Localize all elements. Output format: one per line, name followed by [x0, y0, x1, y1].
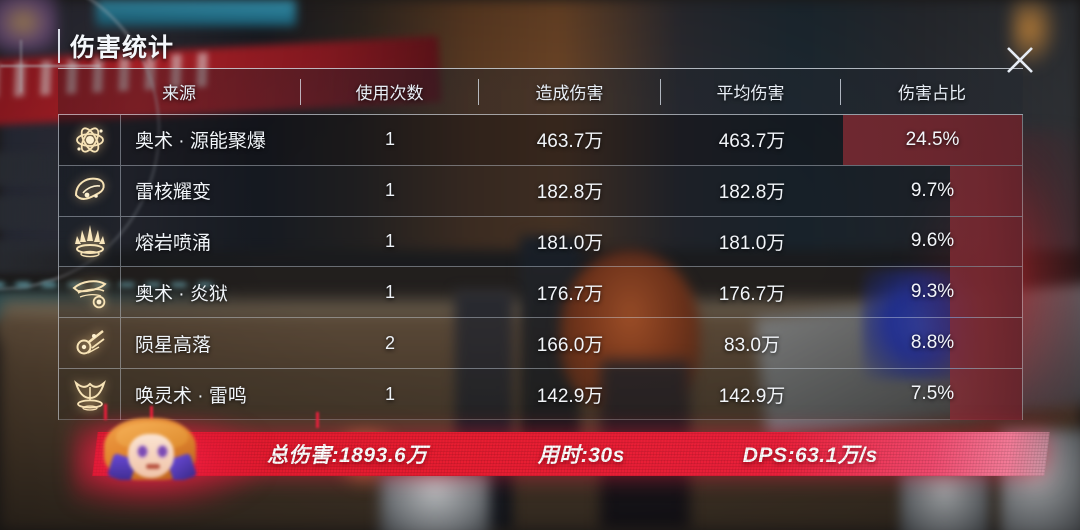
- total-damage: 181.0万: [536, 232, 604, 254]
- damage-share-cell: 24.5%: [843, 115, 1022, 165]
- avatar-eye-left: [138, 446, 147, 457]
- column-header-uses: 使用次数: [355, 84, 424, 103]
- average-damage: 182.8万: [718, 182, 786, 204]
- damage-share-value: 24.5%: [905, 128, 960, 150]
- decor-red-tick: [104, 404, 107, 420]
- damage-share-cell: 9.6%: [843, 216, 1022, 267]
- dps-summary: DPS:63.1万/s: [742, 444, 878, 467]
- damage-share-value: 7.5%: [910, 383, 955, 405]
- bg-neon-sign: [96, 0, 296, 26]
- table-row[interactable]: 陨星高落 2 166.0万 83.0万 8.8%: [59, 318, 1022, 369]
- decor-red-tick: [150, 406, 153, 422]
- use-count: 1: [384, 129, 395, 150]
- table-row[interactable]: 唤灵术 · 雷鸣 1 142.9万 142.9万 7.5%: [59, 368, 1022, 420]
- table-body: 奥术 · 源能聚爆 1 463.7万 463.7万 24.5%: [58, 115, 1023, 420]
- table-row[interactable]: 熔岩喷涌 1 181.0万 181.0万 9.6%: [59, 216, 1022, 268]
- spirit-thunder-icon: [70, 374, 110, 414]
- damage-statistics-panel: 伤害统计 来源 使用次数 造成伤害 平均伤害 伤害占比: [58, 26, 1023, 420]
- table-header-row: 来源 使用次数 造成伤害 平均伤害 伤害占比: [58, 68, 1023, 115]
- damage-share-cell: 9.3%: [843, 267, 1022, 318]
- skill-icon-cell: [59, 115, 121, 165]
- total-damage-summary: 总伤害:1893.6万: [267, 444, 428, 467]
- damage-share-bar: [950, 318, 1022, 368]
- total-damage: 463.7万: [536, 131, 604, 153]
- damage-share-value: 9.7%: [910, 179, 955, 201]
- bg-railing-top: [0, 282, 220, 288]
- skill-name: 熔岩喷涌: [135, 232, 212, 254]
- use-count: 1: [384, 281, 395, 302]
- close-icon: [1000, 40, 1040, 80]
- total-damage: 142.9万: [536, 385, 604, 407]
- meteor-fall-icon: [70, 323, 110, 363]
- skill-name: 雷核耀变: [135, 182, 212, 204]
- use-count: 1: [384, 383, 395, 404]
- skill-icon-cell: [59, 267, 121, 318]
- column-divider: [840, 78, 841, 105]
- decor-red-tick: [316, 412, 319, 428]
- average-damage: 83.0万: [724, 334, 780, 356]
- close-button[interactable]: [1000, 40, 1040, 80]
- skill-name: 陨星高落: [135, 334, 212, 356]
- panel-title-wrap: 伤害统计: [58, 26, 174, 66]
- bg-crosshair-vertical: [20, 40, 22, 92]
- damage-share-bar: [950, 368, 1022, 420]
- thunder-core-icon: [70, 171, 110, 211]
- table-row[interactable]: 奥术 · 源能聚爆 1 463.7万 463.7万 24.5%: [59, 115, 1022, 166]
- column-header-average-damage: 平均伤害: [716, 84, 785, 103]
- page-title: 伤害统计: [70, 34, 175, 62]
- skill-name: 唤灵术 · 雷鸣: [135, 385, 247, 407]
- total-damage: 166.0万: [536, 334, 604, 356]
- average-damage: 181.0万: [718, 232, 786, 254]
- use-count: 1: [384, 230, 395, 251]
- table-row[interactable]: 雷核耀变 1 182.8万 182.8万 9.7%: [59, 165, 1022, 217]
- lava-eruption-icon: [70, 221, 110, 261]
- skill-icon-cell: [59, 216, 121, 267]
- total-damage: 176.7万: [536, 283, 604, 305]
- avatar-mouth: [146, 464, 160, 469]
- damage-share-value: 9.6%: [910, 230, 955, 252]
- total-damage: 182.8万: [536, 182, 604, 204]
- average-damage: 142.9万: [718, 385, 786, 407]
- average-damage: 463.7万: [718, 131, 786, 153]
- skill-icon-cell: [59, 368, 121, 420]
- average-damage: 176.7万: [718, 283, 786, 305]
- damage-share-bar: [950, 267, 1022, 318]
- damage-share-cell: 8.8%: [843, 318, 1022, 368]
- column-header-damage-share: 伤害占比: [898, 84, 966, 103]
- bg-character: [380, 470, 490, 530]
- column-divider: [478, 78, 479, 105]
- table-row[interactable]: 奥术 · 炎狱 1 176.7万 176.7万 9.3%: [59, 267, 1022, 319]
- damage-share-bar: [950, 216, 1022, 267]
- skill-icon-cell: [59, 318, 121, 368]
- bg-crosshair-horizontal: [0, 65, 100, 67]
- avatar-face: [128, 434, 174, 478]
- title-accent-rule: [58, 29, 60, 63]
- avatar-eye-right: [158, 446, 167, 457]
- column-divider: [300, 78, 301, 105]
- column-divider: [660, 78, 661, 105]
- damage-share-cell: 7.5%: [843, 368, 1022, 420]
- bg-character: [900, 470, 990, 530]
- use-count: 2: [384, 332, 395, 353]
- arcane-inferno-icon: [70, 272, 110, 312]
- damage-share-cell: 9.7%: [843, 165, 1022, 216]
- damage-share-value: 8.8%: [910, 332, 955, 354]
- character-avatar: [96, 418, 204, 480]
- skill-name: 奥术 · 源能聚爆: [135, 131, 266, 153]
- arcane-burst-icon: [70, 120, 110, 160]
- damage-share-bar: [950, 165, 1022, 216]
- column-header-total-damage: 造成伤害: [535, 84, 604, 103]
- use-count: 1: [384, 180, 395, 201]
- skill-icon-cell: [59, 165, 121, 216]
- damage-share-value: 9.3%: [910, 281, 955, 303]
- time-used-summary: 用时:30s: [537, 444, 625, 467]
- column-header-source: 来源: [162, 84, 196, 103]
- damage-share-bar: [843, 115, 1022, 165]
- skill-name: 奥术 · 炎狱: [135, 283, 228, 305]
